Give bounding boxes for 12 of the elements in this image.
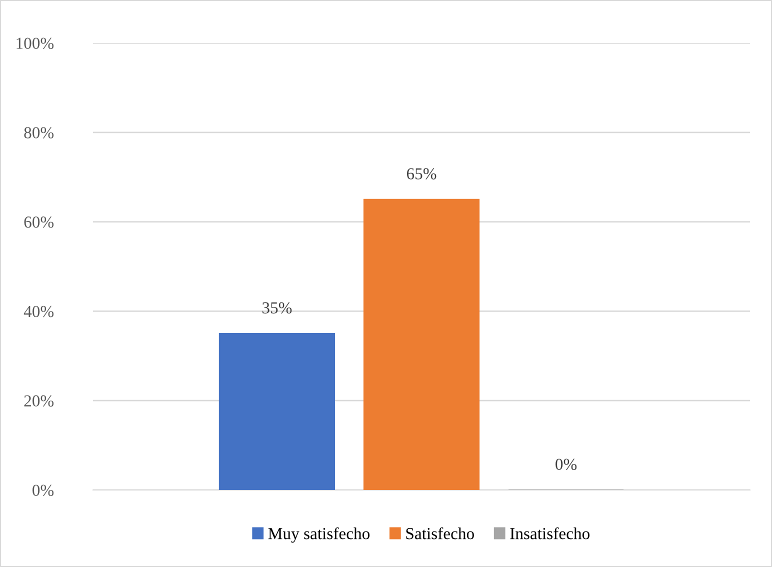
y-tick-label: 80% (24, 127, 54, 138)
data-label: 0% (556, 458, 577, 470)
data-label: 35% (262, 302, 292, 314)
y-tick-label: 40% (24, 306, 54, 318)
legend-label: Muy satisfecho (268, 527, 370, 543)
y-tick-label: 60% (24, 216, 54, 228)
legend-label: Satisfecho (406, 527, 474, 540)
legend-label: Insatisfecho (510, 527, 590, 540)
y-tick-label: 0% (32, 484, 54, 496)
data-label: 65% (406, 168, 436, 180)
y-tick-label: 20% (24, 395, 54, 407)
y-tick-label: 100% (16, 38, 54, 49)
